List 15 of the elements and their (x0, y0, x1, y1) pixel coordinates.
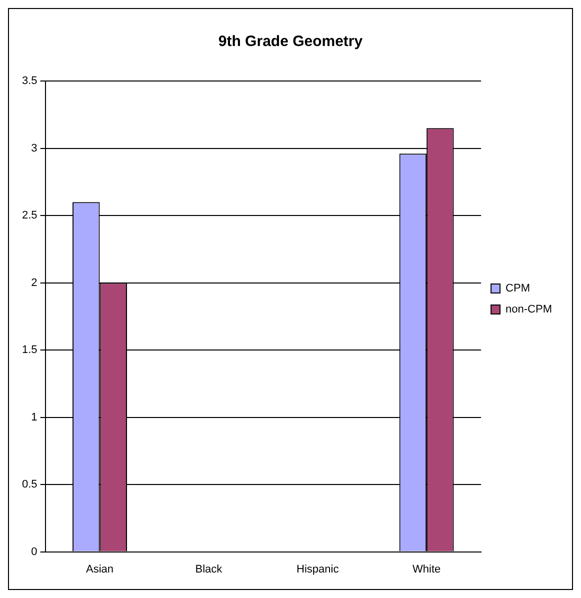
y-tick-label: 2 (31, 276, 38, 289)
y-tick-label: 2.5 (22, 210, 38, 222)
y-tick-label: 0.5 (22, 478, 38, 491)
y-tick-label: 3.5 (22, 75, 38, 88)
legend-label: non-CPM (506, 304, 552, 316)
x-tick-label: Hispanic (296, 563, 340, 576)
x-tick-label: Black (195, 563, 223, 576)
y-tick-label: 1.5 (22, 344, 38, 356)
chart-title: 9th Grade Geometry (218, 33, 364, 50)
x-tick-label: Asian (86, 563, 114, 576)
y-tick-label: 0 (31, 546, 38, 558)
y-tick-label: 1 (31, 411, 38, 424)
y-tick-label: 3 (31, 142, 38, 154)
legend-label: CPM (506, 282, 530, 295)
x-tick-label: White (412, 563, 441, 576)
